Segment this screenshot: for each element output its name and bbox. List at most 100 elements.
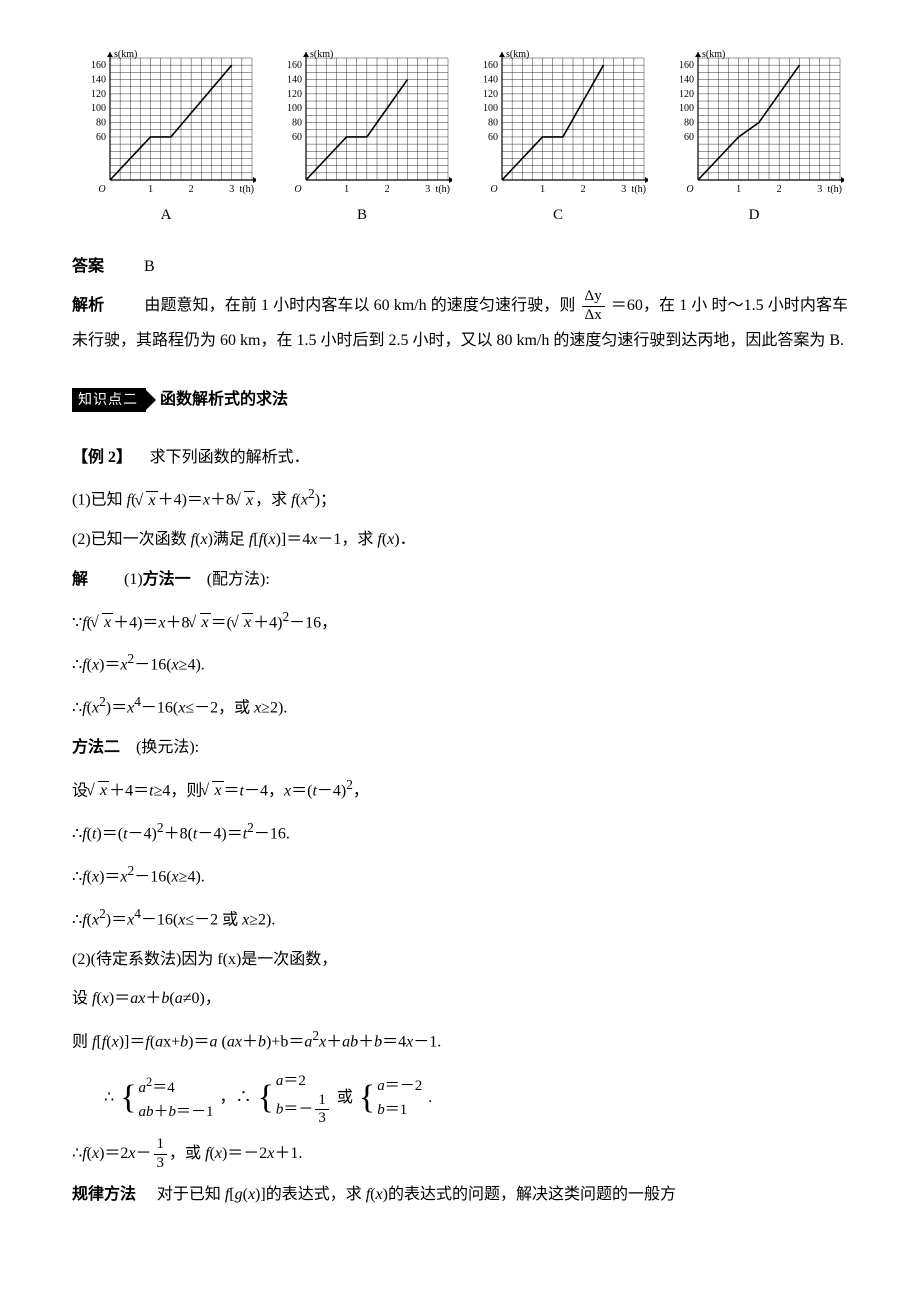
chart-D: 6080100120140160123Os(km)t(h) <box>664 48 844 198</box>
svg-text:t(h): t(h) <box>240 184 254 195</box>
analysis-para: 解析 由题意知，在前 1 小时内客车以 60 km/h 的速度匀速行驶，则 Δy… <box>72 289 848 357</box>
rule-label: 规律方法 <box>72 1186 136 1203</box>
svg-text:2: 2 <box>777 184 782 195</box>
chart-D-cell: 6080100120140160123Os(km)t(h) D <box>660 48 848 232</box>
svg-text:100: 100 <box>679 103 694 114</box>
m1-l2: ∴f(x)＝x2－16(x≥4). <box>72 645 848 682</box>
sys-or: 或 <box>337 1089 353 1106</box>
ex2-intro: 【例 2】 求下列函数的解析式． <box>72 441 848 475</box>
p2-l1: (2)(待定系数法)因为 f(x)是一次函数， <box>72 943 848 977</box>
svg-text:1: 1 <box>736 184 741 195</box>
ex2-q2: (2)已知一次函数 f(x)满足 f[f(x)]＝4x－1，求 f(x)． <box>72 523 848 557</box>
svg-text:3: 3 <box>425 184 430 195</box>
svg-text:120: 120 <box>287 89 302 100</box>
sys1-b: ab＋b＝－1 <box>139 1100 214 1124</box>
rule-text: 对于已知 f[g(x)]的表达式，求 f(x)的表达式的问题，解决这类问题的一般… <box>157 1186 676 1203</box>
answer-label: 答案 <box>72 258 104 275</box>
svg-text:120: 120 <box>483 89 498 100</box>
analysis-text-1: 由题意知，在前 1 小时内客车以 60 km/h 的速度匀速行驶，则 <box>144 297 575 314</box>
svg-text:s(km): s(km) <box>114 49 137 60</box>
rule-line: 规律方法 对于已知 f[g(x)]的表达式，求 f(x)的表达式的问题，解决这类… <box>72 1178 848 1212</box>
final-line: ∴f(x)＝2x－13，或 f(x)＝－2x＋1. <box>72 1137 848 1172</box>
chart-B-label: B <box>357 200 367 232</box>
svg-text:140: 140 <box>287 75 302 86</box>
ex2-q1: (1)已知 f(x＋4)＝x＋8x，求 f(x2)； <box>72 480 848 517</box>
svg-text:100: 100 <box>483 103 498 114</box>
svg-text:t(h): t(h) <box>828 184 842 195</box>
svg-text:140: 140 <box>91 75 106 86</box>
svg-text:160: 160 <box>91 60 106 71</box>
sol-label: 解 <box>72 571 88 588</box>
svg-text:80: 80 <box>292 118 302 129</box>
section-header: 知识点二 函数解析式的求法 <box>72 383 848 417</box>
svg-text:s(km): s(km) <box>702 49 725 60</box>
svg-text:160: 160 <box>287 60 302 71</box>
svg-text:60: 60 <box>96 132 106 143</box>
svg-text:O: O <box>98 184 105 195</box>
svg-text:O: O <box>490 184 497 195</box>
svg-text:100: 100 <box>91 103 106 114</box>
svg-text:80: 80 <box>488 118 498 129</box>
charts-row: 6080100120140160123Os(km)t(h) A 60801001… <box>72 48 848 232</box>
chart-C: 6080100120140160123Os(km)t(h) <box>468 48 648 198</box>
chart-C-label: C <box>553 200 563 232</box>
svg-text:O: O <box>686 184 693 195</box>
m2-l2: ∴f(t)＝(t－4)2＋8(t－4)＝t2－16. <box>72 814 848 851</box>
p2-l3: 则 f[f(x)]＝f(ax+b)＝a (ax＋b)+b＝a2x＋ab＋b＝4x… <box>72 1022 848 1059</box>
frac-den: Δx <box>582 307 605 324</box>
chart-B: 60 80 100 120 140 160 1 2 3 Os(km) t(h) <box>272 48 452 198</box>
svg-text:3: 3 <box>621 184 626 195</box>
svg-text:1: 1 <box>148 184 153 195</box>
chart-B-cell: 60 80 100 120 140 160 1 2 3 Os(km) t(h) B <box>268 48 456 232</box>
chart-A: 60 80 100 120 140 160 1 2 3 Os(km) t(h) <box>76 48 256 198</box>
m2-head: 方法二 (换元法): <box>72 731 848 765</box>
section-tag: 知识点二 <box>72 388 146 412</box>
eq-system: ∴ { a2＝4 ab＋b＝－1 ，∴ { a＝2 b＝－13 或 { a＝－2… <box>72 1065 848 1132</box>
m2-l3: ∴f(x)＝x2－16(x≥4). <box>72 857 848 894</box>
ex2-head: 【例 2】 <box>72 449 132 466</box>
svg-text:t(h): t(h) <box>436 184 450 195</box>
svg-text:120: 120 <box>679 89 694 100</box>
svg-text:s(km): s(km) <box>506 49 529 60</box>
svg-text:1: 1 <box>540 184 545 195</box>
chart-D-label: D <box>749 200 760 232</box>
sys1-a: a2＝4 <box>139 1072 214 1100</box>
chart-C-cell: 6080100120140160123Os(km)t(h) C <box>464 48 652 232</box>
svg-text:t(h): t(h) <box>632 184 646 195</box>
m2-l4: ∴f(x2)＝x4－16(x≤－2 或 x≥2). <box>72 900 848 937</box>
svg-text:3: 3 <box>229 184 234 195</box>
svg-text:60: 60 <box>292 132 302 143</box>
m2-l1: 设x＋4＝t≥4，则x＝t－4，x＝(t－4)2， <box>72 771 848 808</box>
svg-text:140: 140 <box>679 75 694 86</box>
section-title: 函数解析式的求法 <box>160 383 288 417</box>
p2-l2: 设 f(x)＝ax＋b(a≠0)， <box>72 982 848 1016</box>
svg-text:1: 1 <box>344 184 349 195</box>
sys2-b: b＝－13 <box>276 1093 331 1128</box>
chart-A-cell: 60 80 100 120 140 160 1 2 3 Os(km) t(h) A <box>72 48 260 232</box>
svg-text:2: 2 <box>385 184 390 195</box>
svg-text:160: 160 <box>679 60 694 71</box>
svg-text:60: 60 <box>488 132 498 143</box>
svg-text:100: 100 <box>287 103 302 114</box>
sol-m1-head: 解 (1)方法一 (配方法): <box>72 563 848 597</box>
svg-text:O: O <box>294 184 301 195</box>
svg-text:60: 60 <box>684 132 694 143</box>
svg-text:2: 2 <box>581 184 586 195</box>
sys3-a: a＝－2 <box>377 1074 422 1098</box>
svg-text:120: 120 <box>91 89 106 100</box>
m1-l1: ∵f(x＋4)＝x＋8x＝(x＋4)2－16， <box>72 603 848 640</box>
answer-line: 答案 B <box>72 250 848 284</box>
analysis-frac: Δy Δx <box>582 289 605 324</box>
svg-text:160: 160 <box>483 60 498 71</box>
svg-text:80: 80 <box>96 118 106 129</box>
analysis-text-1b: ＝60，在 1 小 <box>611 297 708 314</box>
answer-value: B <box>144 258 155 275</box>
svg-text:s(km): s(km) <box>310 49 333 60</box>
sys2-a: a＝2 <box>276 1069 331 1093</box>
frac-num: Δy <box>582 289 605 307</box>
svg-text:2: 2 <box>189 184 194 195</box>
m1-l3: ∴f(x2)＝x4－16(x≤－2，或 x≥2). <box>72 688 848 725</box>
ex2-intro-text: 求下列函数的解析式． <box>150 449 310 466</box>
sys3-b: b＝1 <box>377 1098 422 1122</box>
chart-A-label: A <box>161 200 172 232</box>
